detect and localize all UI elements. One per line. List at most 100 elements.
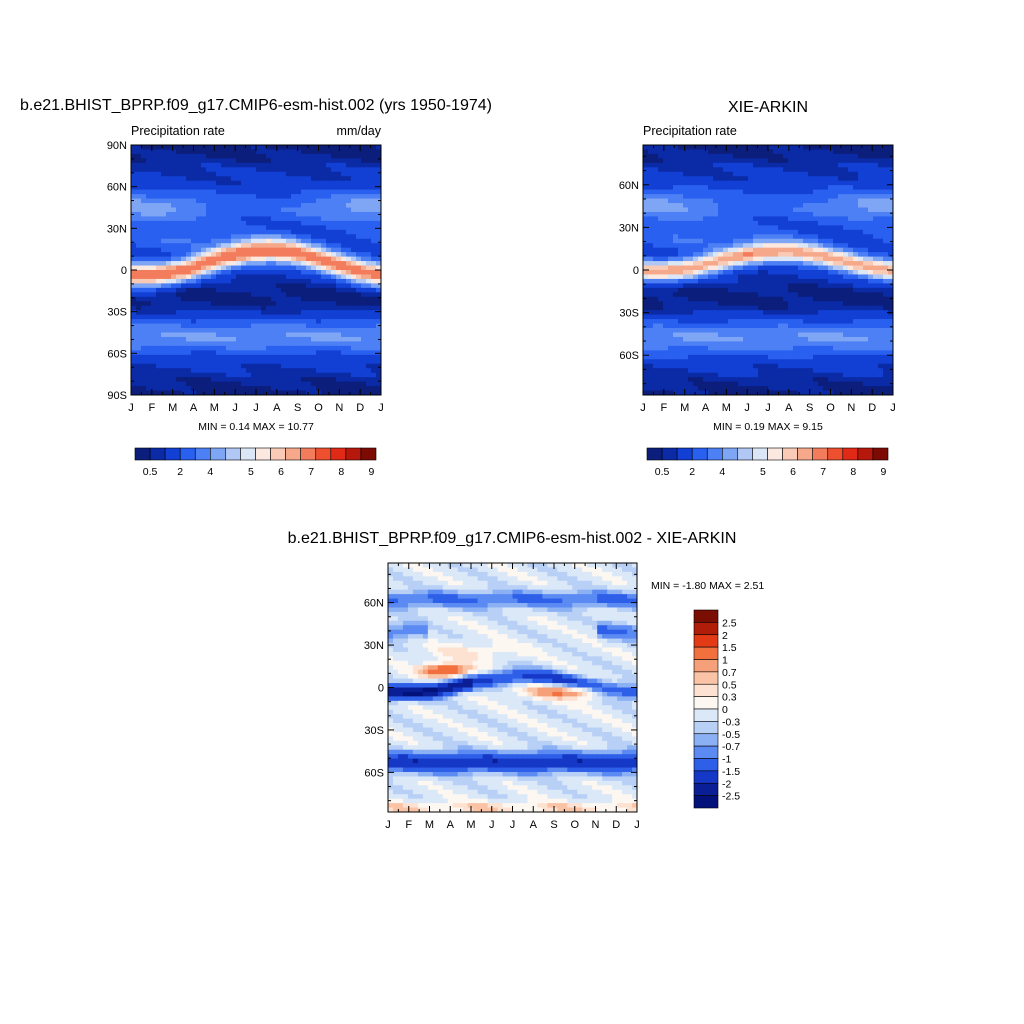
field-cell <box>658 270 664 276</box>
field-cell <box>306 194 312 200</box>
field-cell <box>833 265 839 271</box>
field-cell <box>723 153 729 159</box>
field-cell <box>818 194 824 200</box>
field-cell <box>828 180 834 186</box>
field-cell <box>296 336 302 343</box>
field-cell <box>648 296 654 302</box>
field-cell <box>281 185 287 191</box>
field-cell <box>246 363 252 369</box>
field-cell <box>351 341 357 347</box>
field-cell <box>793 162 799 168</box>
field-cell <box>798 296 804 302</box>
field-cell <box>246 252 252 258</box>
field-cell <box>351 216 357 222</box>
field-cell <box>191 386 197 392</box>
field-cell <box>643 158 649 164</box>
field-cell <box>236 145 242 151</box>
field-cell <box>723 162 729 168</box>
field-cell <box>336 377 342 383</box>
field-cell <box>883 167 889 173</box>
field-cell <box>743 176 749 182</box>
field-cell <box>773 198 779 204</box>
field-cell <box>748 319 754 325</box>
field-cell <box>286 368 292 374</box>
field-cell <box>356 225 362 231</box>
field-cell <box>818 153 824 159</box>
field-cell <box>231 336 237 343</box>
field-cell <box>231 310 237 316</box>
field-cell <box>873 149 879 155</box>
field-cell <box>663 323 669 329</box>
field-cell <box>186 194 192 200</box>
field-cell <box>211 216 217 222</box>
field-cell <box>376 328 381 334</box>
field-cell <box>798 305 804 311</box>
field-cell <box>191 274 197 280</box>
field-cell <box>166 296 172 302</box>
field-cell <box>151 345 157 351</box>
field-cell <box>321 350 327 356</box>
field-cell <box>733 305 739 311</box>
field-cell <box>356 328 362 334</box>
field-cell <box>251 377 257 383</box>
field-cell <box>843 216 849 222</box>
field-cell <box>221 274 227 280</box>
field-cell <box>883 256 889 262</box>
field-cell <box>311 390 317 395</box>
field-cell <box>321 314 327 320</box>
field-cell <box>141 345 147 351</box>
field-cell <box>286 176 292 182</box>
field-cell <box>873 292 879 298</box>
field-cell <box>371 345 377 351</box>
field-cell <box>146 386 152 392</box>
field-cell <box>653 323 659 329</box>
field-cell <box>276 189 282 195</box>
field-cell <box>201 381 207 387</box>
field-cell <box>683 198 689 204</box>
field-cell <box>151 216 157 222</box>
field-cell <box>341 229 347 235</box>
field-cell <box>843 234 849 240</box>
field-cell <box>301 225 307 231</box>
field-cell <box>758 287 764 293</box>
field-cell <box>698 229 704 235</box>
field-cell <box>788 158 794 164</box>
field-cell <box>783 185 789 191</box>
field-cell <box>798 176 804 182</box>
field-cell <box>346 211 352 218</box>
field-cell <box>256 354 262 360</box>
field-cell <box>803 171 809 177</box>
field-cell <box>768 274 774 280</box>
field-cell <box>768 180 774 186</box>
field-cell <box>156 256 162 262</box>
field-cell <box>266 234 272 240</box>
field-cell <box>276 368 282 374</box>
field-cell <box>838 158 844 164</box>
field-cell <box>728 171 734 177</box>
field-cell <box>271 225 277 231</box>
field-cell <box>251 261 257 267</box>
field-cell <box>251 256 257 262</box>
field-cell <box>151 145 157 151</box>
field-cell <box>276 198 282 204</box>
field-cell <box>718 180 724 186</box>
field-cell <box>678 145 684 151</box>
field-cell <box>201 247 207 253</box>
field-cell <box>371 386 377 392</box>
x-tick-label: M <box>168 402 177 414</box>
colorbar-box <box>149 447 166 461</box>
field-cell <box>331 292 337 298</box>
field-cell <box>171 386 177 392</box>
field-cell <box>136 336 142 343</box>
field-cell <box>311 336 317 343</box>
field-cell <box>863 243 869 249</box>
field-cell <box>226 216 232 222</box>
field-cell <box>663 207 669 213</box>
field-cell <box>773 207 779 213</box>
field-cell <box>166 216 172 222</box>
field-cell <box>713 319 719 325</box>
field-cell <box>753 278 759 284</box>
field-cell <box>738 207 744 213</box>
field-cell <box>296 332 302 338</box>
field-cell <box>256 238 262 244</box>
